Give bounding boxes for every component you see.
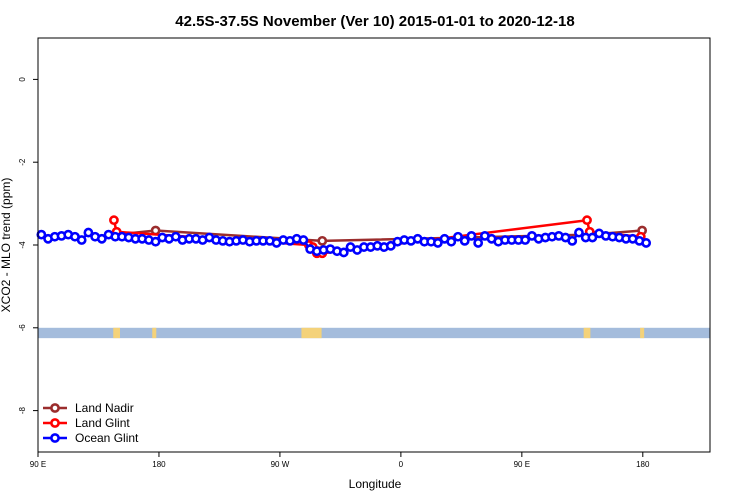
ocean-glint-point [150,236,161,247]
y-axis: 0 -2 -4 -6 -8 [18,77,38,414]
y-axis-label: XCO2 - MLO trend (ppm) [0,178,13,313]
ocean-glint-point [587,232,598,243]
x-tick-label-3: 0 [399,460,404,469]
land-band-2 [301,327,322,339]
ocean-glint-point [574,227,584,238]
ocean-glint-point [466,230,477,241]
land-glint-point [109,215,119,226]
chart-title: 42.5S-37.5S November (Ver 10) 2015-01-01… [175,13,574,30]
y-tick-label-4: -8 [18,406,27,414]
land-band-1 [152,327,157,339]
legend-marker-land-nadir [50,403,60,413]
legend-marker-land-glint [50,418,60,428]
x-tick-label-4: 90 E [514,460,530,469]
legend-label-land-glint: Land Glint [75,416,130,430]
ocean-glint-point [83,227,94,238]
ocean-glint-series [36,227,652,258]
land-nadir-point [317,235,328,246]
series-layer [36,215,652,259]
ocean-glint-point [96,233,107,244]
ocean-glint-point [76,235,87,245]
land-glint-point [582,215,592,226]
x-tick-label-0: 90 E [30,460,46,469]
x-tick-label-5: 180 [636,460,650,469]
y-tick-label-3: -6 [18,324,27,332]
x-axis: 90 E 180 90 W 0 90 E 180 [30,452,650,469]
y-tick-label-0: 0 [18,77,27,82]
land-band-3 [583,327,591,339]
land-band-0 [113,327,120,339]
ocean-glint-point [459,235,470,246]
land-band-4 [640,327,645,339]
surface-type-bar [38,327,710,339]
y-tick-label-2: -4 [18,241,27,249]
ocean-glint-point [432,238,443,248]
y-tick-label-1: -2 [18,158,27,166]
ocean-glint-point [567,235,578,246]
legend-label-ocean-glint: Ocean Glint [75,431,139,445]
ocean-glint-point [338,247,349,258]
ocean-glint-point [453,231,463,242]
ocean-glint-point [298,235,309,245]
ocean-glint-point [446,236,457,247]
ocean-glint-point [520,235,531,245]
ocean-glint-point [473,238,484,248]
land-nadir-point [150,225,161,236]
legend-label-land-nadir: Land Nadir [75,401,134,415]
x-tick-label-2: 90 W [271,460,290,469]
x-axis-label: Longitude [349,477,402,491]
legend-marker-ocean-glint [50,433,60,443]
x-tick-label-1: 180 [152,460,166,469]
ocean-glint-point [641,238,652,248]
ocean-band [38,327,710,339]
ocean-glint-point [385,240,396,251]
